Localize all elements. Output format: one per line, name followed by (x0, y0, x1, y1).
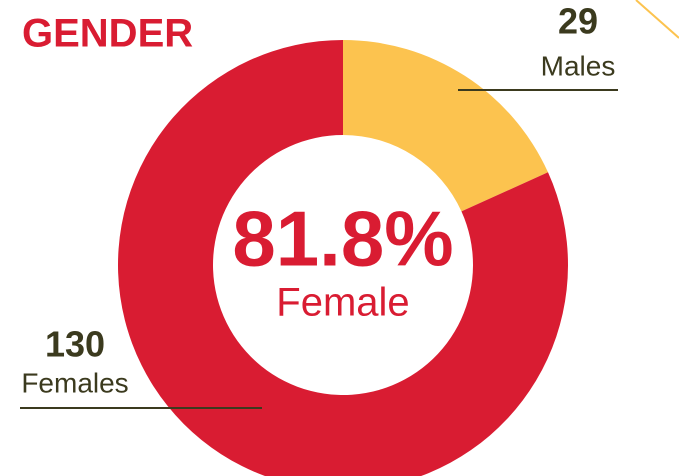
donut (118, 40, 568, 476)
decor-line (635, 0, 679, 39)
value-label: 130 (45, 324, 105, 365)
slice (343, 40, 549, 212)
value-label: 29 (558, 1, 598, 42)
category-label: Males (541, 50, 616, 81)
category-label: Females (21, 367, 128, 398)
center-text: Female (276, 281, 409, 325)
slice (118, 40, 568, 476)
center-label: 81.8% (232, 195, 453, 283)
chart-title: GENDER (22, 12, 193, 56)
